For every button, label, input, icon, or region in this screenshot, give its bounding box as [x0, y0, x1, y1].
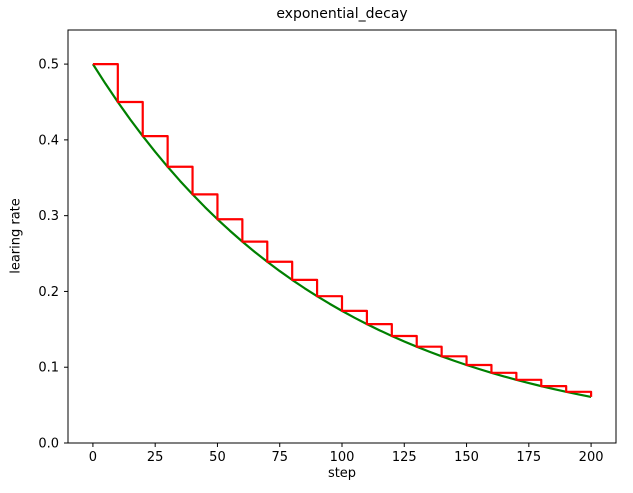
y-tick-label: 0.0	[38, 437, 59, 452]
x-tick-label: 75	[271, 450, 288, 465]
y-tick-label: 0.2	[38, 285, 59, 300]
x-axis-label: step	[327, 466, 357, 481]
series-stepped-decay	[92, 62, 593, 397]
y-tick-label: 0.5	[38, 58, 59, 73]
x-tick-label: 50	[209, 450, 226, 465]
plot-area	[68, 30, 616, 443]
x-tick-label: 175	[516, 450, 541, 465]
x-tick-label: 25	[147, 450, 164, 465]
y-tick-label: 0.3	[38, 209, 59, 224]
x-tick-label: 0	[89, 450, 97, 465]
x-tick-label: 150	[454, 450, 479, 465]
y-tick-label: 0.1	[38, 361, 59, 376]
x-tick-label: 100	[330, 450, 355, 465]
x-tick-label: 200	[579, 450, 604, 465]
y-tick-label: 0.4	[38, 133, 59, 148]
y-axis-label: learing rate	[8, 198, 24, 274]
x-tick-label: 125	[392, 450, 417, 465]
chart-title: exponential_decay	[276, 6, 408, 22]
